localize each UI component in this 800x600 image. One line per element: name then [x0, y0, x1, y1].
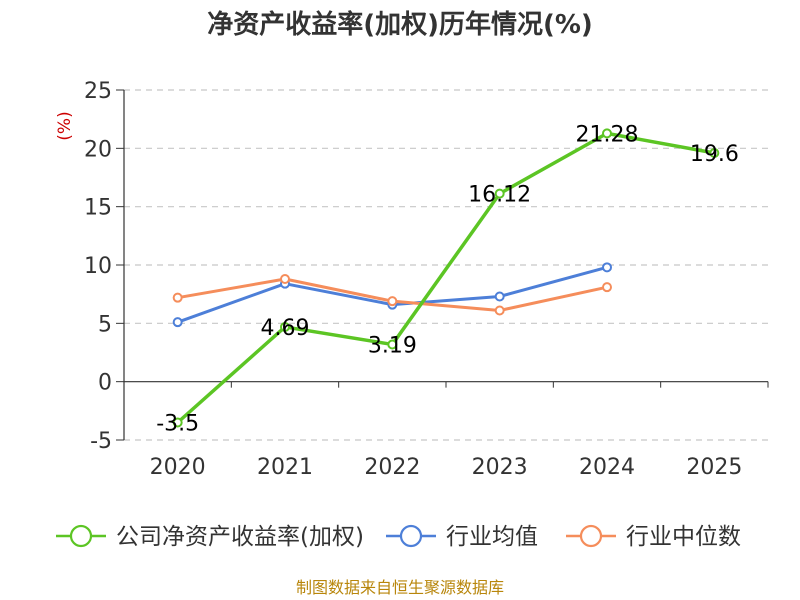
- x-tick-label: 2025: [686, 455, 742, 480]
- data-point: [709, 148, 720, 158]
- data-point: [387, 296, 398, 307]
- data-label: 4.69: [261, 316, 310, 341]
- data-point: [387, 339, 398, 350]
- y-tick-label: -5: [90, 429, 112, 454]
- y-tick-label: 10: [84, 254, 112, 279]
- series-line-1: [177, 265, 608, 324]
- data-point: [172, 292, 183, 303]
- data-point: [602, 128, 612, 139]
- y-tick-label: 5: [98, 312, 112, 337]
- data-label: -3.5: [156, 412, 199, 437]
- data-point: [280, 321, 290, 332]
- data-point: [494, 188, 505, 199]
- legend-label: 行业中位数: [626, 524, 741, 550]
- legend-marker: [69, 524, 93, 548]
- data-label: 16.12: [468, 183, 531, 208]
- legend-label: 行业均值: [446, 524, 538, 550]
- data-point: [172, 417, 183, 428]
- data-point: [494, 305, 505, 316]
- y-tick-label: 15: [84, 196, 112, 221]
- x-tick-label: 2024: [579, 455, 635, 480]
- data-point: [602, 282, 612, 293]
- x-tick-label: 2020: [150, 455, 206, 480]
- legend-marker: [579, 524, 603, 548]
- legend-marker: [399, 524, 423, 548]
- y-tick-label: 25: [84, 79, 112, 104]
- x-tick-label: 2021: [257, 455, 313, 480]
- x-tick-label: 2023: [472, 455, 528, 480]
- data-point: [172, 317, 183, 328]
- legend-label: 公司净资产收益率(加权): [116, 524, 364, 550]
- data-label: 19.6: [690, 142, 739, 167]
- x-tick-label: 2022: [364, 455, 420, 480]
- y-tick-label: 20: [84, 137, 112, 162]
- data-point: [494, 291, 505, 302]
- data-point: [602, 262, 612, 273]
- data-point: [280, 274, 290, 284]
- data-label: 3.19: [368, 333, 417, 358]
- y-axis-label: (%): [55, 111, 75, 140]
- series-line-0: [176, 131, 715, 424]
- data-label: 21.28: [576, 122, 639, 147]
- chart-title: 净资产收益率(加权)历年情况(%): [207, 9, 593, 40]
- source-note: 制图数据来自恒生聚源数据库: [296, 578, 504, 597]
- y-tick-label: 0: [98, 371, 112, 396]
